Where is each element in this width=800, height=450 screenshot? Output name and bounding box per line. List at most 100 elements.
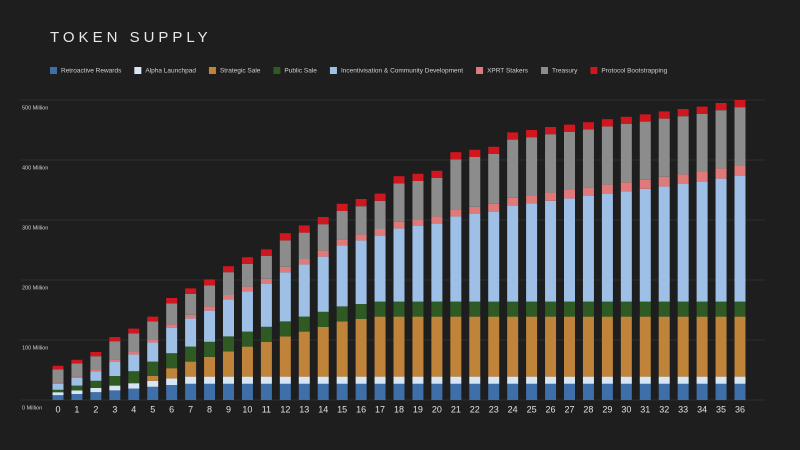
bar-segment [601,301,613,317]
bar-segment [374,193,386,201]
bar-segment [469,301,481,317]
bar-segment [677,174,689,184]
bar-segment [507,301,519,317]
bar-segment [52,392,64,396]
bar-segment [507,205,519,302]
bar-segment [526,376,538,384]
x-tick-label: 12 [280,404,290,414]
bar-segment [204,341,216,357]
bar-segment [260,341,272,377]
bar-segment [374,200,386,229]
bar-segment [601,193,613,302]
x-tick-label: 32 [659,404,669,414]
bar-segment [223,295,234,300]
bar-segment [677,383,689,400]
bar-segment [507,139,519,198]
bar-segment [545,316,557,377]
bar-segment [336,203,348,211]
x-tick-label: 7 [188,404,193,414]
bar-segment [71,363,83,377]
bar-segment [317,256,329,312]
bar-segment [639,121,651,180]
bar-segment [715,316,727,377]
legend-swatch [329,67,337,74]
bar-segment [241,257,253,264]
x-tick-label: 15 [337,404,347,414]
bar-segment [128,354,140,372]
bar-segment [412,219,424,226]
bar-segment [658,111,670,119]
bar-segment [374,383,386,400]
bar-segment [223,299,234,337]
bar-segment [241,286,253,292]
legend-swatch [273,67,281,74]
bar-segment [488,154,500,204]
bar-segment [260,249,272,256]
bar-segment [639,316,651,377]
bar-segment [696,113,708,172]
bar-segment [450,316,462,377]
bar-segment [545,192,557,201]
bar-segment [355,383,367,400]
bar-segment [564,190,575,199]
bar-segment [71,394,83,400]
x-tick-label: 4 [131,404,136,414]
bar-segment [734,316,746,377]
bar-segment [715,168,727,179]
bar-segment [223,336,234,352]
bar-segment [393,228,405,302]
bar-segment [166,368,178,379]
bar-segment [260,376,272,384]
bar-segment [696,106,708,114]
x-tick-label: 20 [432,404,442,414]
bar-segment [90,371,102,381]
bar-segment [507,383,519,400]
bar-segment [166,385,178,400]
bar-segment [260,383,272,400]
bar-segment [734,383,746,400]
bar-segment [620,301,632,317]
bar-segment [507,316,519,377]
bar-segment [52,365,64,370]
legend-label: Treasury [552,68,578,75]
bar-segment [431,376,443,384]
bar-segment [279,266,291,273]
bar-segment [241,346,253,377]
bar-segment [488,146,500,154]
bar-segment [185,288,197,294]
bar-segment [412,383,424,400]
bar-segment [166,378,178,385]
bar-segment [128,328,140,334]
bar-segment [564,383,575,400]
bar-segment [128,388,140,400]
x-tick-label: 26 [546,404,556,414]
bar-segment [545,383,557,400]
bar-segment [658,376,670,384]
bar-segment [696,316,708,377]
legend-label: Retroactive Rewards [61,68,122,75]
chart-title: TOKEN SUPPLY [50,29,212,46]
bar-segment [241,291,253,332]
bar-segment [279,383,291,400]
bar-segment [52,395,64,400]
x-tick-label: 29 [602,404,612,414]
bar-segment [620,182,632,192]
bar-segment [639,376,651,384]
bar-segment [71,385,83,391]
bar-segment [715,376,727,384]
x-tick-label: 1 [74,404,79,414]
bar-segment [355,199,367,207]
bar-segment [279,233,291,241]
bar-segment [279,272,291,322]
bar-segment [734,175,746,302]
bar-segment [185,361,197,377]
bar-segment [450,216,462,302]
bar-segment [204,279,216,286]
bar-segment [526,316,538,377]
bar-segment [526,301,538,317]
bar-segment [223,383,234,400]
bar-segment [52,369,64,383]
bar-segment [71,376,83,378]
bar-segment [431,223,443,302]
bar-segment [298,383,310,400]
